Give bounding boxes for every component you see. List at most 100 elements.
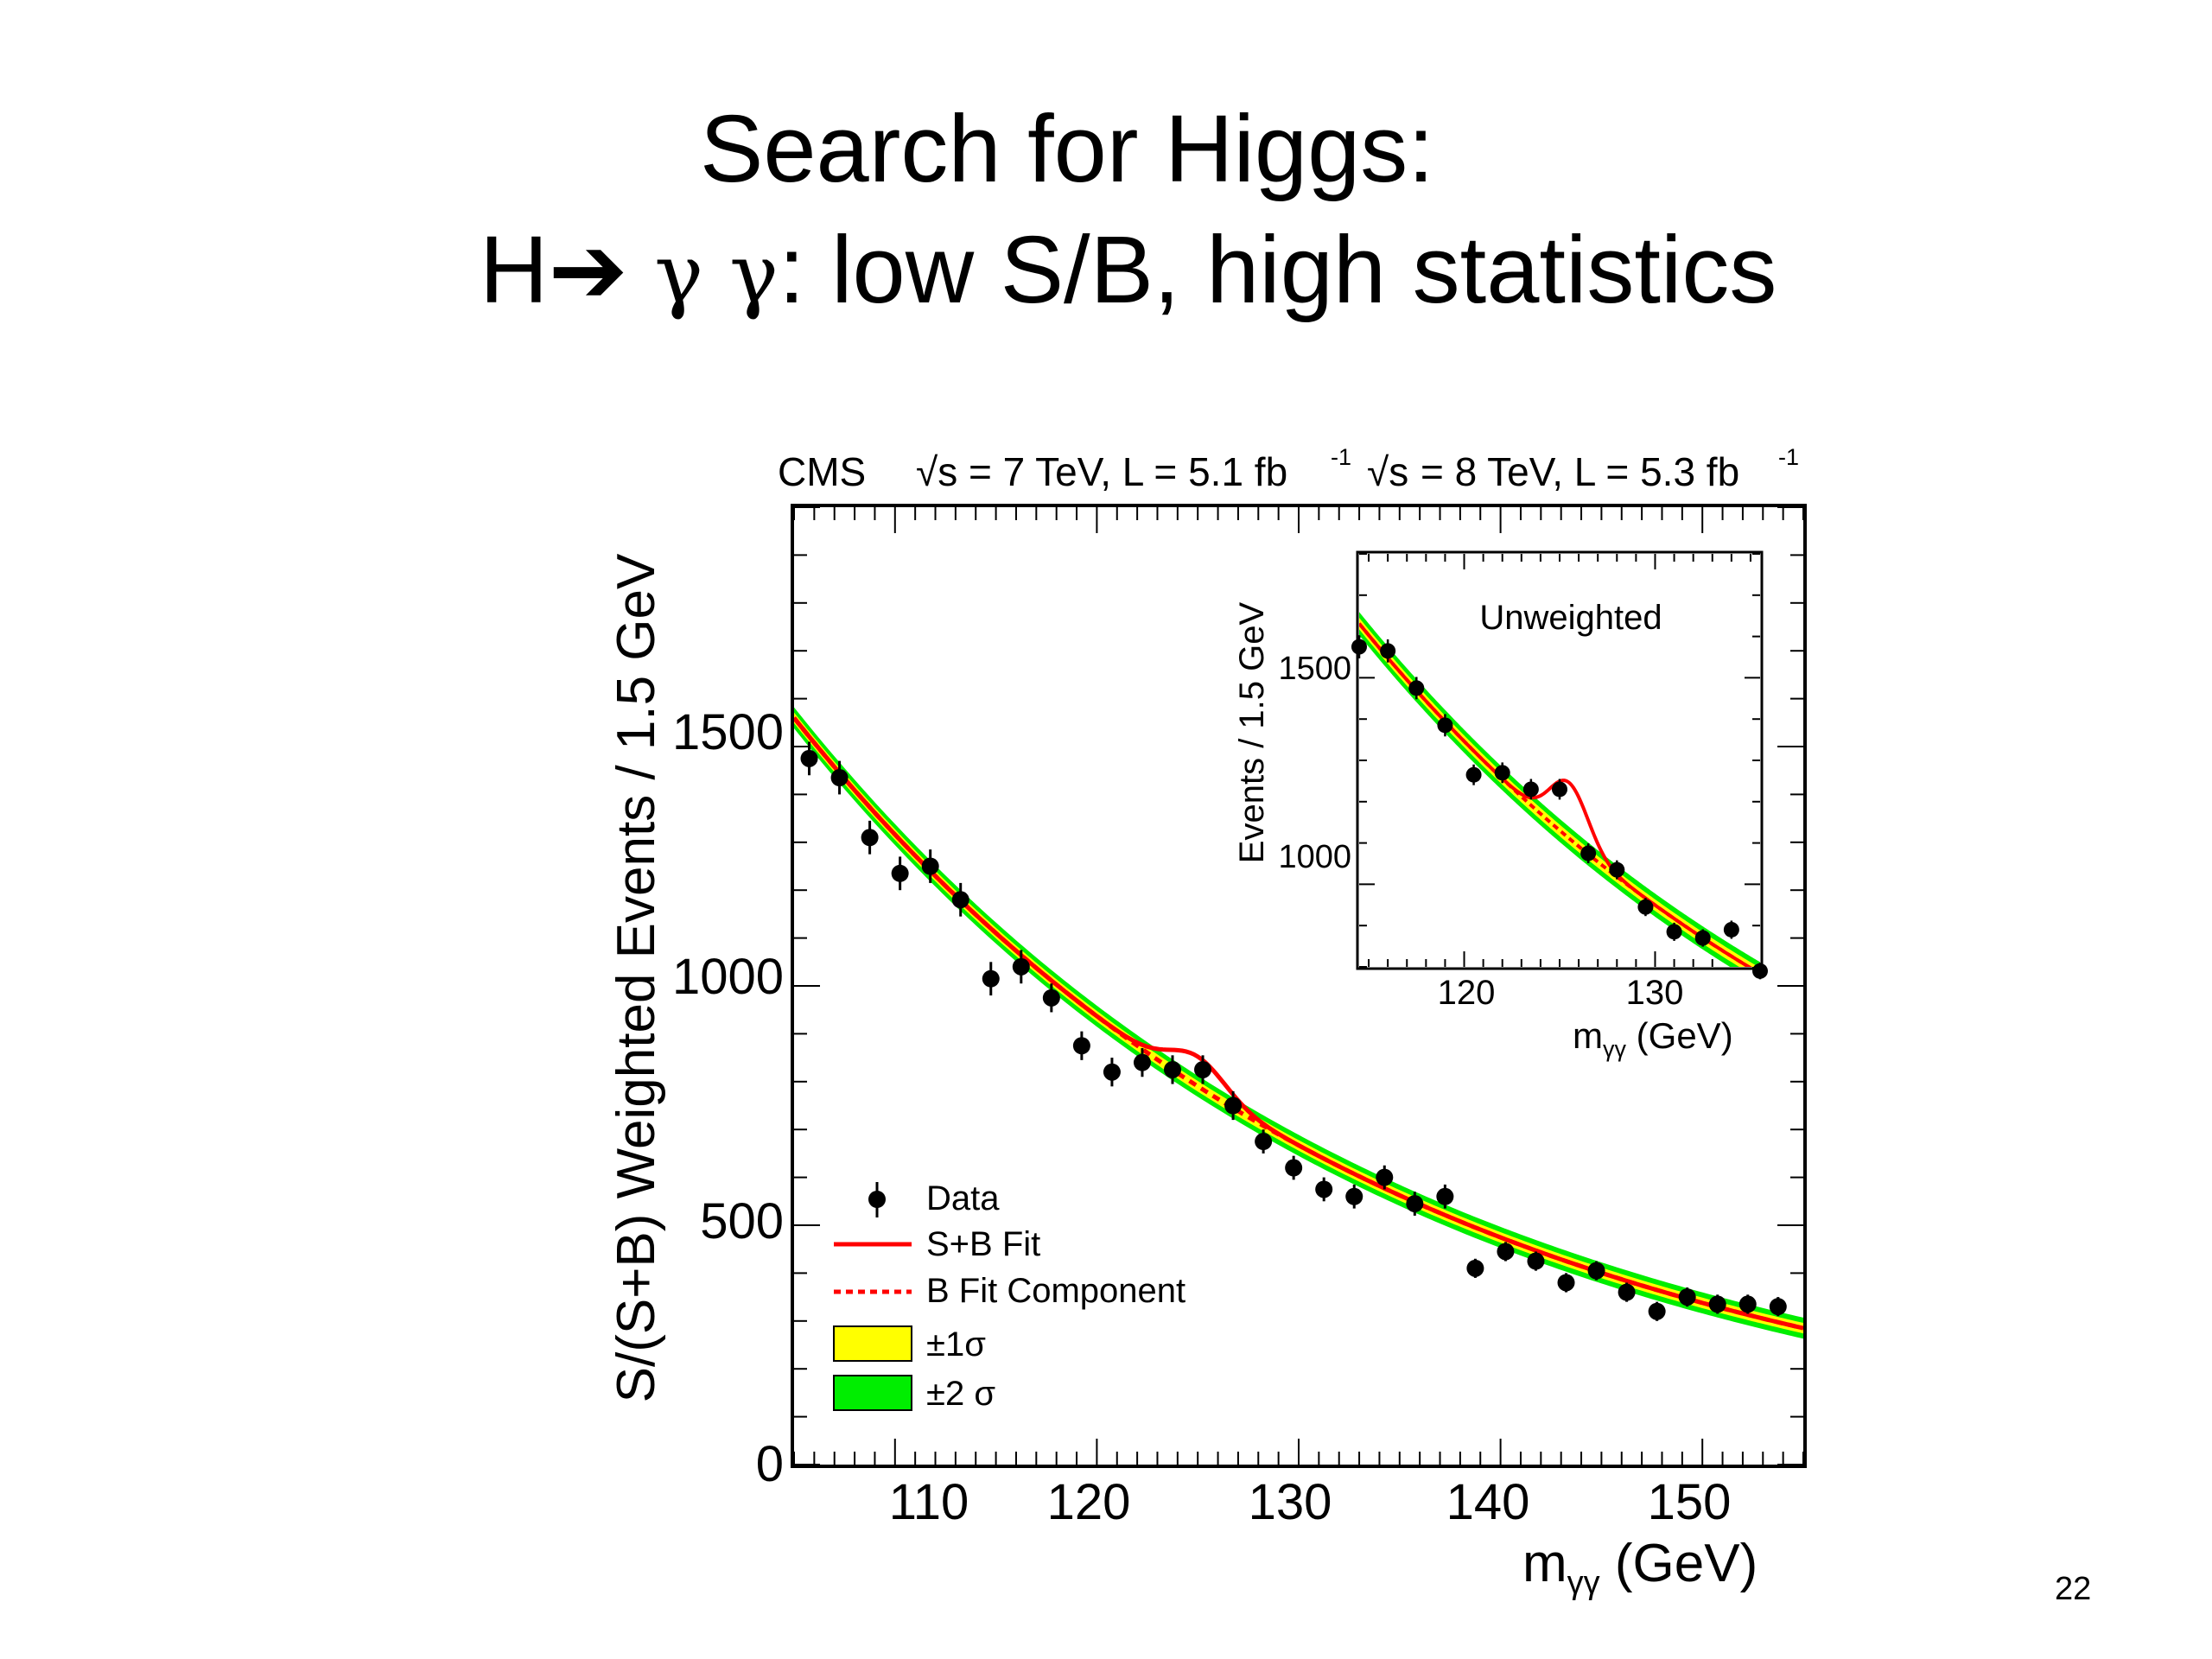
data-point-marker — [1103, 1063, 1121, 1081]
data-point-marker — [1587, 1262, 1605, 1280]
x-tick-label-110: 110 — [889, 1474, 969, 1530]
data-point — [1315, 1177, 1333, 1202]
data-point-marker — [1465, 766, 1482, 783]
data-point — [1164, 1055, 1181, 1084]
data-point — [861, 820, 879, 855]
data-point-marker — [1315, 1180, 1333, 1198]
data-point-marker — [1494, 765, 1510, 781]
inset-plot-frame — [1356, 550, 1764, 970]
data-point — [891, 856, 909, 891]
data-point — [1666, 922, 1682, 941]
data-point-marker — [1255, 1133, 1273, 1151]
data-point-marker — [1408, 680, 1425, 696]
data-point-marker — [1351, 639, 1367, 655]
data-point — [1708, 1294, 1726, 1314]
data-point — [1133, 1048, 1151, 1077]
data-point — [1103, 1058, 1121, 1087]
gamma-symbols: γ γ — [654, 227, 779, 322]
data-point-marker — [1637, 899, 1654, 915]
data-point — [1637, 898, 1654, 917]
data-point — [921, 849, 939, 883]
sqrt-8tev-symbol: √s — [1367, 449, 1408, 494]
x-tick-label-150: 150 — [1648, 1474, 1732, 1530]
data-point-marker — [1618, 1283, 1636, 1301]
data-point — [1406, 1192, 1424, 1216]
legend-data-marker — [868, 1191, 886, 1208]
x-tick-label-130: 130 — [1249, 1474, 1332, 1530]
data-point-marker — [1012, 957, 1030, 976]
inset-data-points — [1351, 635, 1768, 980]
data-point-marker — [1072, 1037, 1090, 1055]
data-point-marker — [1552, 781, 1567, 798]
data-point-marker — [1648, 1302, 1666, 1320]
data-point-marker — [1708, 1295, 1726, 1313]
inset-y-tick-label-1500: 1500 — [1278, 651, 1351, 687]
cms-label: CMS — [778, 449, 866, 494]
data-point-marker — [1580, 845, 1597, 861]
y-tick-label-0: 0 — [756, 1436, 784, 1492]
main-axis-ticks — [793, 506, 1804, 1465]
data-point — [830, 760, 849, 795]
data-point-marker — [1557, 1274, 1575, 1292]
data-point-marker — [1042, 988, 1060, 1007]
data-point-marker — [1738, 1295, 1757, 1313]
data-point-marker — [1345, 1187, 1363, 1205]
data-point — [1466, 1258, 1484, 1278]
data-point-marker — [830, 769, 849, 787]
data-point — [1351, 635, 1367, 658]
data-point — [982, 962, 1000, 996]
data-point — [1522, 779, 1539, 800]
inset-y-tick-label-1000: 1000 — [1278, 839, 1351, 875]
data-point — [1012, 950, 1030, 984]
data-point-marker — [800, 749, 818, 767]
lumi-8tev-exponent: -1 — [1778, 444, 1799, 470]
data-point-marker — [1723, 921, 1739, 938]
data-point-marker — [1694, 930, 1711, 946]
x-axis-label: mγγ (GeV) — [1522, 1534, 1758, 1601]
data-point-marker — [1609, 861, 1625, 878]
data-point-marker — [1194, 1060, 1212, 1078]
legend-2sigma-swatch — [833, 1375, 912, 1411]
data-point — [1494, 762, 1510, 784]
data-point-marker — [1376, 1168, 1394, 1186]
data-point — [951, 882, 969, 917]
y-tick-label-1500: 1500 — [672, 704, 784, 760]
legend-label-sb-fit: S+B Fit — [926, 1225, 1040, 1263]
energy-8tev-label: = 8 TeV, L = 5.3 fb — [1421, 449, 1739, 494]
data-point — [1648, 1301, 1666, 1321]
legend-label-b-fit: B Fit Component — [926, 1272, 1185, 1310]
energy-7tev-label: = 7 TeV, L = 5.1 fb — [969, 449, 1287, 494]
data-point-marker — [1224, 1096, 1243, 1115]
data-point — [1497, 1242, 1515, 1262]
higgs-symbol: H — [480, 217, 549, 323]
data-point — [1609, 860, 1625, 880]
legend-label-data: Data — [926, 1179, 1000, 1217]
data-point — [1408, 677, 1425, 700]
data-point-marker — [1466, 1259, 1484, 1277]
data-point — [1436, 1184, 1454, 1209]
data-point-marker — [1437, 717, 1453, 734]
data-point-marker — [1678, 1288, 1696, 1306]
data-point — [1285, 1155, 1303, 1180]
data-point-marker — [1522, 781, 1539, 798]
data-point — [1580, 843, 1597, 864]
right-arrow-icon: ➔ — [548, 217, 628, 323]
data-point — [1723, 920, 1739, 939]
data-point — [1465, 764, 1482, 785]
subtitle-text: : low S/B, high statistics — [778, 217, 1777, 323]
inset-x-tick-label-120: 120 — [1438, 974, 1496, 1012]
data-point — [1618, 1282, 1636, 1302]
legend-1sigma-swatch — [833, 1325, 912, 1362]
data-point — [1437, 714, 1453, 737]
main-data-points — [800, 741, 1787, 1321]
data-point-marker — [1436, 1187, 1454, 1205]
data-point-marker — [1497, 1243, 1515, 1261]
data-point-marker — [1406, 1195, 1424, 1213]
data-point — [1527, 1251, 1545, 1271]
page-number: 22 — [2055, 1571, 2092, 1607]
data-point — [800, 741, 818, 776]
data-point — [1072, 1031, 1090, 1060]
y-axis-label: S/(S+B) Weighted Events / 1.5 GeV — [607, 553, 666, 1402]
data-point-marker — [1752, 963, 1768, 979]
